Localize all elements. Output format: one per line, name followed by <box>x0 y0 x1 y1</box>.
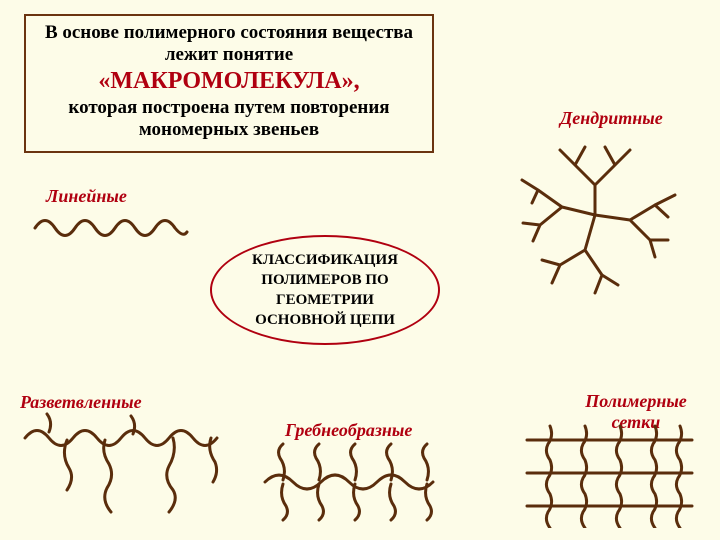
dendritic-structure <box>490 125 700 295</box>
definition-accent: «МАКРОМОЛЕКУЛА», <box>36 68 422 95</box>
definition-box: В основе полимерного состояния вещества … <box>24 14 434 153</box>
linear-structure <box>30 210 190 240</box>
label-comb: Гребнеобразные <box>285 420 412 441</box>
branched-structure <box>15 410 230 530</box>
network-structure <box>522 418 702 528</box>
definition-line1: В основе полимерного состояния вещества … <box>36 22 422 66</box>
definition-line3: которая построена путем повторения моном… <box>36 97 422 141</box>
classification-oval: КЛАССИФИКАЦИЯ ПОЛИМЕРОВ ПО ГЕОМЕТРИИ ОСН… <box>210 235 440 345</box>
label-linear: Линейные <box>46 186 127 207</box>
classification-text: КЛАССИФИКАЦИЯ ПОЛИМЕРОВ ПО ГЕОМЕТРИИ ОСН… <box>230 250 420 331</box>
comb-structure <box>255 440 455 525</box>
